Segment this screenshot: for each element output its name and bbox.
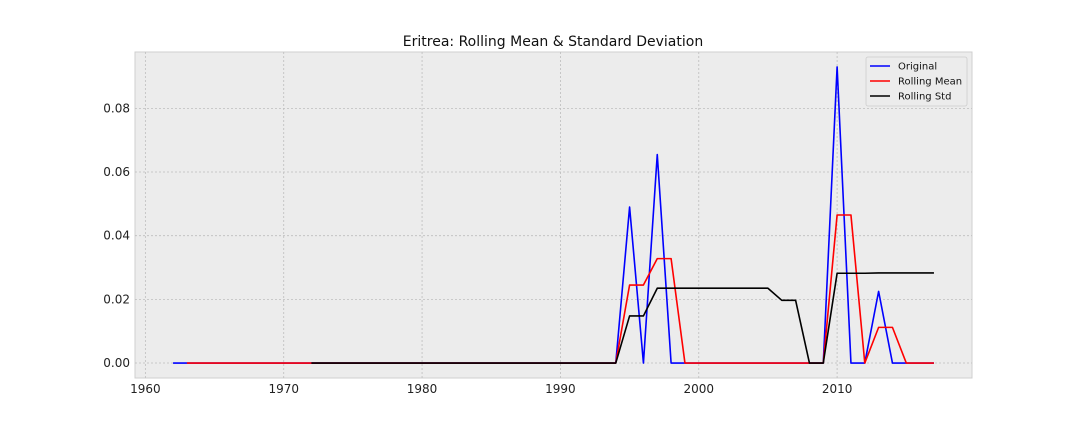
x-tick-label: 2000	[683, 382, 714, 396]
x-tick-label: 2010	[822, 382, 853, 396]
legend-label: Original	[898, 62, 937, 73]
y-tick-label: 0.02	[103, 292, 130, 306]
x-axis: 1960 1970 1980 1990 2000 2010	[130, 382, 852, 396]
x-tick-label: 1990	[545, 382, 576, 396]
chart-title: Eritrea: Rolling Mean & Standard Deviati…	[403, 34, 703, 50]
legend-label: Rolling Mean	[898, 77, 962, 88]
legend-box	[865, 56, 968, 107]
y-axis: 0.00 0.02 0.04 0.06 0.08	[103, 101, 130, 370]
y-tick-label: 0.06	[103, 165, 130, 179]
series-line-rolling-std	[311, 272, 934, 364]
plot-area	[134, 51, 973, 379]
y-tick-label: 0.00	[103, 356, 130, 370]
y-tick-label: 0.04	[103, 229, 130, 243]
legend: Original Rolling Mean Rolling Std	[865, 56, 968, 107]
x-tick-label: 1970	[268, 382, 299, 396]
legend-label: Rolling Std	[898, 92, 951, 103]
x-tick-label: 1960	[130, 382, 161, 396]
series-layer	[173, 66, 934, 364]
y-tick-label: 0.08	[103, 101, 130, 115]
x-tick-label: 1980	[407, 382, 438, 396]
